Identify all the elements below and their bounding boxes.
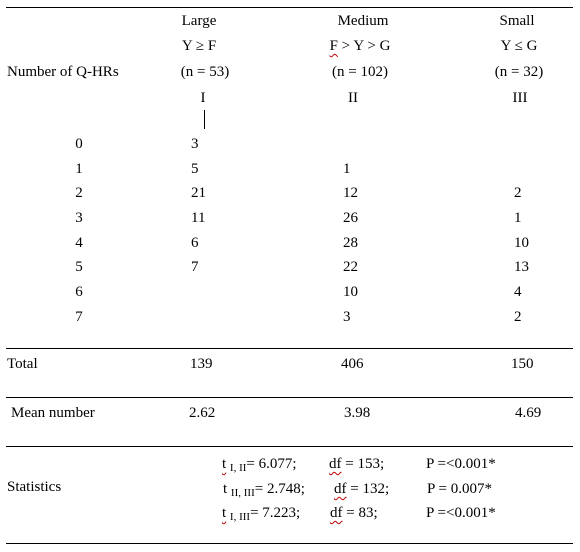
stat-df-label: df [334,481,347,497]
total-large: 139 [190,356,213,372]
cell-large: 3 [191,136,199,152]
cell-large: 21 [191,185,206,201]
stat-df-value: = 83; [342,505,378,521]
col-large-size: Large [181,13,217,29]
cell-small: 13 [514,259,529,275]
stat-t: t [222,456,227,472]
stat-df-label: df [330,505,343,521]
rule-before-total [6,348,573,349]
mean-small: 4.69 [515,405,542,421]
cell-small: 10 [514,235,529,251]
cell-medium: 3 [343,309,351,325]
stat-t: t [223,481,228,497]
stat-value: = 6.077; [246,456,297,472]
col-medium-size: Medium [337,13,389,29]
row-label: 5 [75,259,83,275]
row-label: 1 [75,161,83,177]
cell-small: 4 [514,284,522,300]
stat-p-3: P =<0.001* [426,505,496,521]
row-label: 2 [75,185,83,201]
stat-df-1: df = 153; [329,455,384,473]
cell-large: 7 [191,259,199,275]
stat-subscript: II, III [230,487,255,499]
col-medium-roman: II [348,90,358,106]
stat-subscript: I, II [229,462,247,474]
row-label: 7 [75,309,83,325]
total-label: Total [7,356,38,372]
bottom-rule [6,543,573,544]
col-small-criterion: Y ≤ G [500,38,538,54]
stat-df-label: df [329,456,342,472]
stat-df-value: = 132; [346,481,390,497]
row-label: 6 [75,284,83,300]
stat-value: = 2.748; [254,481,305,497]
stat-subscript: I, III [229,511,251,523]
mean-label: Mean number [11,405,95,421]
cell-medium: 26 [343,210,358,226]
row-label: 4 [75,235,83,251]
stat-df-3: df = 83; [330,504,378,522]
cell-medium: 22 [343,259,358,275]
text-cursor-mark [204,110,205,129]
cell-large: 6 [191,235,199,251]
stat-df-value: = 153; [341,456,385,472]
stat-line-1: t I, II= 6.077; [222,455,297,477]
col-medium-criterion: F > Y > G [330,37,391,55]
mean-large: 2.62 [189,405,216,421]
cell-small: 1 [514,210,522,226]
col-small-n: (n = 32) [494,64,544,80]
stat-line-3: t I, III= 7.223; [222,504,300,526]
rule-before-statistics [6,446,573,447]
cell-large: 5 [191,161,199,177]
cell-medium: 1 [343,161,351,177]
col-small-roman: III [512,90,528,106]
stat-t: t [222,505,227,521]
row-label: 0 [75,136,83,152]
col-large-n: (n = 53) [180,64,230,80]
cell-small: 2 [514,185,522,201]
col-medium-n: (n = 102) [332,64,388,80]
stat-p-2: P = 0.007* [427,481,492,497]
col-medium-criterion-pre: F [329,38,338,54]
cell-medium: 10 [343,284,358,300]
rule-before-mean [6,397,573,398]
col-small-size: Small [499,13,535,29]
cell-medium: 12 [343,185,358,201]
cell-medium: 28 [343,235,358,251]
mean-medium: 3.98 [344,405,371,421]
statistics-label: Statistics [7,479,62,495]
row-label: 3 [75,210,83,226]
stat-p-1: P =<0.001* [426,456,496,472]
stat-value: = 7.223; [250,505,301,521]
stat-line-2: t II, III= 2.748; [223,480,305,502]
top-rule [6,7,573,8]
col-large-roman: I [200,90,206,106]
total-medium: 406 [341,356,364,372]
row-header-label: Number of Q-HRs [7,64,119,80]
stat-df-2: df = 132; [334,480,389,498]
cell-large: 11 [191,210,206,226]
cell-small: 2 [514,309,522,325]
total-small: 150 [511,356,534,372]
col-large-criterion: Y ≥ F [181,38,217,54]
col-medium-criterion-post: > Y > G [337,38,391,54]
